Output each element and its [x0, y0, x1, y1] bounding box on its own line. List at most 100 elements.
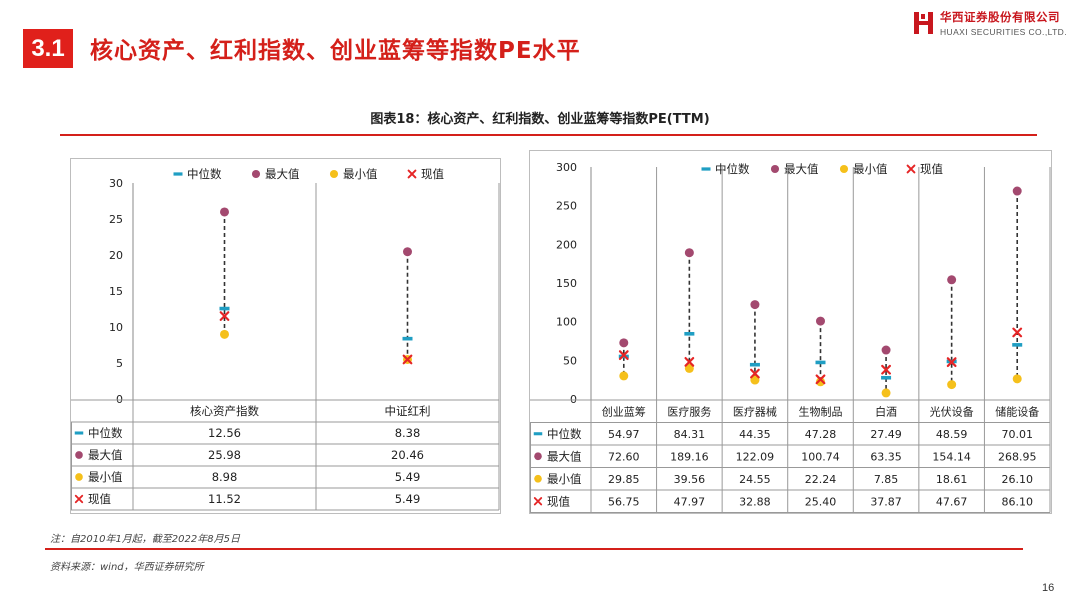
logo-company-name-en: HUAXI SECURITIES CO.,LTD. [940, 27, 1067, 37]
chart1-data-cell: 47.97 [674, 495, 706, 508]
chart1-max-point [881, 345, 891, 355]
chart0-max-point [403, 247, 412, 257]
chart0-data-cell: 12.56 [208, 426, 241, 440]
chart1-data-cell: 100.74 [801, 450, 840, 463]
chart1-current-mark [815, 374, 826, 385]
chart1-y-tick-label: 50 [563, 354, 577, 367]
page-title: 核心资产、红利指数、创业蓝筹等指数PE水平 [90, 38, 581, 64]
chart0-row-min-marker [75, 473, 83, 481]
chart1-data-cell: 70.01 [1001, 428, 1033, 441]
chart0-row-current-marker [74, 494, 84, 504]
chart1-category-label: 光伏设备 [930, 404, 974, 418]
chart1-legend-min-marker [839, 164, 849, 174]
chart1-max-point [947, 275, 957, 285]
chart1-current-mark [684, 357, 695, 367]
page-number: 16 [1042, 582, 1055, 594]
chart1-category-label: 医疗服务 [667, 404, 711, 418]
chart1-y-tick-label: 300 [556, 161, 577, 174]
chart0-row-min-label: 最小值 [88, 470, 123, 484]
chart0-y-tick-label: 25 [109, 213, 123, 226]
chart0-data-cell: 20.46 [391, 448, 424, 462]
chart1-max-point [684, 248, 694, 258]
company-logo: 华西证券股份有限公司 HUAXI SECURITIES CO.,LTD. [913, 9, 1067, 37]
footer-rule [45, 548, 1023, 550]
chart1-row-max-label: 最大值 [547, 449, 582, 463]
chart0-y-tick-label: 10 [109, 321, 123, 334]
chart1-data-cell: 84.31 [674, 428, 706, 441]
chart1-row-min-marker [534, 474, 542, 483]
chart0-category-label: 核心资产指数 [190, 404, 259, 418]
chart1-data-cell: 25.40 [805, 495, 837, 508]
chart1-legend-current-label: 现值 [920, 162, 943, 176]
chart1-current-mark [618, 350, 629, 361]
chart1-current-mark [946, 357, 957, 368]
chart0-data-cell: 5.49 [395, 470, 421, 484]
chart1-min-point [816, 377, 825, 387]
chart1-data-cell: 32.88 [739, 495, 771, 508]
chart0-legend-median-marker [173, 172, 183, 176]
chart1-data-cell: 7.85 [874, 473, 899, 486]
huaxi-logo-icon [914, 12, 933, 34]
chart0-legend-max-label: 最大值 [265, 167, 300, 181]
chart1-min-point [684, 363, 694, 373]
chart0-y-tick-label: 5 [116, 357, 123, 370]
chart1-current-mark [881, 364, 891, 375]
chart1-data-cell: 56.75 [608, 495, 640, 508]
logo-company-name-cn: 华西证券股份有限公司 [940, 10, 1060, 24]
chart1-min-point [1012, 374, 1022, 384]
chart1-row-min-label: 最小值 [547, 472, 582, 486]
chart0-data-cell: 8.98 [212, 470, 238, 484]
chart0-current-mark [219, 311, 230, 321]
chart1-data-cell: 22.24 [805, 473, 837, 486]
figure-title-rule [60, 134, 1037, 136]
chart-left: 中位数最大值最小值现值051015202530核心资产指数中证红利中位数12.5… [71, 167, 500, 511]
chart1-legend-median-marker [701, 167, 711, 171]
chart1-data-cell: 47.28 [805, 428, 837, 441]
chart1-max-point [619, 338, 629, 348]
chart1-category-label: 生物制品 [799, 404, 843, 418]
chart1-row-median-label: 中位数 [547, 427, 582, 441]
chart1-data-cell: 29.85 [608, 473, 640, 486]
chart1-median-mark [1012, 343, 1023, 347]
chart1-category-label: 创业蓝筹 [602, 404, 646, 418]
chart0-data-cell: 11.52 [208, 492, 241, 506]
chart1-data-cell: 39.56 [674, 473, 706, 486]
chart1-max-point [1012, 186, 1022, 196]
chart1-current-mark [750, 368, 760, 379]
chart1-data-cell: 24.55 [739, 473, 771, 486]
chart1-category-label: 白酒 [875, 404, 897, 418]
chart1-row-max-marker [534, 452, 542, 461]
chart0-data-cell: 5.49 [395, 492, 421, 506]
chart1-data-cell: 48.59 [936, 428, 968, 441]
chart0-max-point [220, 207, 229, 217]
chart1-median-mark [881, 375, 892, 380]
chart0-y-tick-label: 20 [109, 249, 123, 262]
chart0-row-median-label: 中位数 [88, 426, 123, 440]
chart0-legend-min-marker [329, 169, 339, 179]
footnote: 注：自2010年1月起，截至2022年8月5日 [50, 534, 240, 545]
chart1-legend-max-marker [770, 164, 780, 174]
chart1-data-cell: 27.49 [870, 428, 902, 441]
chart1-current-mark [1012, 327, 1023, 338]
chart0-row-median-marker [74, 431, 84, 435]
chart1-row-current-label: 现值 [547, 494, 570, 508]
chart1-data-cell: 154.14 [932, 450, 971, 463]
chart1-row-current-marker [533, 497, 543, 506]
chart1-min-point [881, 388, 891, 398]
chart0-min-point [220, 329, 229, 339]
chart1-data-cell: 63.35 [870, 450, 902, 463]
chart1-data-cell: 72.60 [608, 450, 640, 463]
chart0-data-cell: 25.98 [208, 448, 241, 462]
chart1-data-cell: 268.95 [998, 450, 1037, 463]
chart0-current-mark [402, 354, 413, 365]
chart1-data-cell: 122.09 [736, 450, 775, 463]
chart1-min-point [619, 371, 629, 381]
figure-title: 图表18：核心资产、红利指数、创业蓝筹等指数PE(TTM) [370, 112, 710, 127]
chart1-min-point [750, 375, 760, 385]
chart1-legend-min-label: 最小值 [853, 162, 888, 176]
chart1-category-label: 储能设备 [995, 404, 1039, 418]
chart0-row-max-marker [75, 451, 83, 459]
chart0-legend-min-label: 最小值 [343, 167, 378, 181]
chart0-median-mark [219, 306, 230, 311]
chart1-median-mark [815, 360, 826, 365]
